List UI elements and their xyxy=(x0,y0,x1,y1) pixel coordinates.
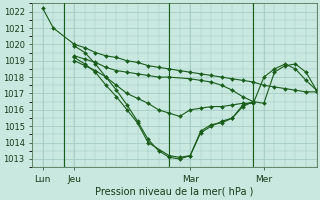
X-axis label: Pression niveau de la mer( hPa ): Pression niveau de la mer( hPa ) xyxy=(95,187,253,197)
